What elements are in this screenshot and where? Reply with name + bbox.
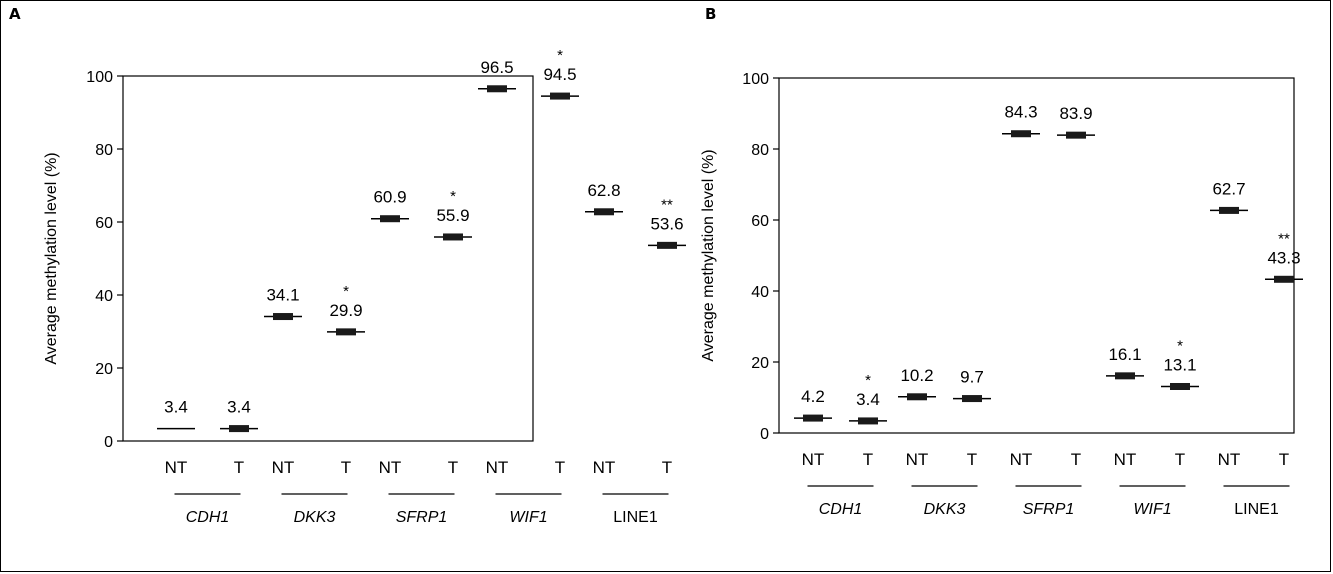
panel-a-sfrp1-t-category-label: T — [448, 458, 458, 477]
panel-b-dkk3-t-value-label: 9.7 — [960, 368, 984, 387]
panel-b-wif1-nt-category-label: NT — [1114, 450, 1137, 469]
panel-a-line1-gene-label: LINE1 — [613, 509, 658, 526]
panel-a-ytick-label-60: 60 — [95, 215, 113, 232]
panel-a-wif1-t-mark — [550, 92, 570, 100]
panel-a-line1-nt-value-label: 62.8 — [587, 181, 620, 200]
panel-b-ytick-label-60: 60 — [751, 213, 769, 230]
panel-b-cdh1-nt-value-label: 4.2 — [801, 387, 825, 406]
panel-a-sfrp1-nt-category-label: NT — [379, 458, 402, 477]
panel-a-cdh1-nt-value-label: 3.4 — [164, 398, 188, 417]
panel-b-dkk3-gene-label: DKK3 — [924, 501, 966, 518]
panel-a-letter: A — [9, 5, 21, 23]
panel-b-ytick-label-0: 0 — [760, 426, 769, 443]
panel-b-sfrp1-t-mark — [1066, 131, 1086, 139]
panel-a-cdh1-t-value-label: 3.4 — [227, 398, 251, 417]
panel-b-sfrp1-gene-label: SFRP1 — [1023, 501, 1075, 518]
panel-a-dkk3-t-significance: * — [343, 283, 349, 300]
panel-b-sfrp1-t-value-label: 83.9 — [1059, 104, 1092, 123]
panel-b-cdh1-t-category-label: T — [863, 450, 873, 469]
panel-a-dkk3-nt-category-label: NT — [272, 458, 295, 477]
panel-b-cdh1-gene-label: CDH1 — [819, 501, 863, 518]
panel-a-dkk3-nt-mark — [273, 313, 293, 321]
panel-a-sfrp1-t-significance: * — [450, 188, 456, 205]
panel-a-dkk3-t-category-label: T — [341, 458, 351, 477]
panel-a-cdh1-t-category-label: T — [234, 458, 244, 477]
panel-b-dkk3-t-mark — [962, 395, 982, 403]
panel-a-sfrp1-nt-value-label: 60.9 — [373, 188, 406, 207]
panel-a-y-axis-label: Average methylation level (%) — [43, 152, 60, 364]
panel-b-line1-t-value-label: 43.3 — [1267, 248, 1300, 267]
panel-a-cdh1-t-mark — [229, 425, 249, 433]
panel-a-sfrp1-gene-label: SFRP1 — [396, 509, 448, 526]
panel-b-wif1-t-value-label: 13.1 — [1163, 355, 1196, 374]
panel-b-sfrp1-nt-value-label: 84.3 — [1004, 103, 1037, 122]
panel-a-sfrp1-t-value-label: 55.9 — [436, 206, 469, 225]
panel-a-sfrp1-nt-mark — [380, 215, 400, 223]
panel-a-wif1-gene-label: WIF1 — [509, 509, 547, 526]
panel-b-line1-nt-mark — [1219, 206, 1239, 214]
panel-b-wif1-t-significance: * — [1177, 337, 1183, 354]
panel-a-dkk3-gene-label: DKK3 — [294, 509, 336, 526]
panel-b-wif1-nt-mark — [1115, 372, 1135, 380]
panel-b-dkk3-t-category-label: T — [967, 450, 977, 469]
panel-a-wif1-t-significance: * — [557, 47, 563, 64]
panel-b-line1-gene-label: LINE1 — [1234, 501, 1279, 518]
panel-b-line1-t-significance: ** — [1278, 230, 1290, 247]
panel-a-wif1-t-value-label: 94.5 — [543, 65, 576, 84]
panel-b-letter: B — [705, 5, 716, 23]
panel-b-sfrp1-nt-mark — [1011, 130, 1031, 138]
panel-a-dkk3-nt-value-label: 34.1 — [266, 286, 299, 305]
panel-b-ytick-label-100: 100 — [742, 71, 769, 88]
panel-b-cdh1-t-significance: * — [865, 372, 871, 389]
panel-b-y-axis-label: Average methylation level (%) — [700, 149, 717, 361]
panel-a-plot-frame — [122, 75, 534, 442]
panel-b-line1-t-category-label: T — [1279, 450, 1289, 469]
panel-a-ytick-label-80: 80 — [95, 142, 113, 159]
panel-b-wif1-t-category-label: T — [1175, 450, 1185, 469]
panel-a-cdh1-nt-category-label: NT — [165, 458, 188, 477]
panel-a-wif1-nt-category-label: NT — [486, 458, 509, 477]
panel-a-ytick-label-0: 0 — [104, 434, 113, 451]
panel-a-line1-t-mark — [657, 241, 677, 249]
panel-a-sfrp1-t-mark — [443, 233, 463, 241]
panel-a-line1-nt-category-label: NT — [593, 458, 616, 477]
panel-a-wif1-nt-value-label: 96.5 — [480, 58, 513, 77]
panel-a-line1-t-value-label: 53.6 — [650, 214, 683, 233]
panel-b-plot-frame — [778, 77, 1295, 434]
panel-b-cdh1-t-mark — [858, 417, 878, 425]
panel-a-line1-nt-mark — [594, 208, 614, 216]
panel-b-line1-nt-category-label: NT — [1218, 450, 1241, 469]
panel-b-line1-t-mark — [1274, 275, 1294, 283]
panel-a-dkk3-t-mark — [336, 328, 356, 336]
panel-b-sfrp1-t-category-label: T — [1071, 450, 1081, 469]
panel-a-line1-t-category-label: T — [662, 458, 672, 477]
panel-a-cdh1-gene-label: CDH1 — [186, 509, 230, 526]
panel-a-line1-t-significance: ** — [661, 196, 673, 213]
panel-b-line1-nt-value-label: 62.7 — [1212, 179, 1245, 198]
panel-b-cdh1-nt-category-label: NT — [802, 450, 825, 469]
panel-b-ytick-label-20: 20 — [751, 355, 769, 372]
panel-b-wif1-t-mark — [1170, 382, 1190, 390]
panel-b-dkk3-nt-value-label: 10.2 — [900, 366, 933, 385]
panel-b-ytick-label-40: 40 — [751, 284, 769, 301]
panel-b-dkk3-nt-mark — [907, 393, 927, 401]
panel-b-cdh1-t-value-label: 3.4 — [856, 390, 880, 409]
panel-b-wif1-nt-value-label: 16.1 — [1108, 345, 1141, 364]
panel-b-sfrp1-nt-category-label: NT — [1010, 450, 1033, 469]
panel-a-ytick-label-40: 40 — [95, 288, 113, 305]
panel-b-dkk3-nt-category-label: NT — [906, 450, 929, 469]
panel-a-ytick-label-20: 20 — [95, 361, 113, 378]
panel-a-wif1-nt-mark — [487, 85, 507, 93]
panel-a-dkk3-t-value-label: 29.9 — [329, 301, 362, 320]
panel-a-ytick-label-100: 100 — [86, 69, 113, 86]
panel-a-wif1-t-category-label: T — [555, 458, 565, 477]
panel-b-ytick-label-80: 80 — [751, 142, 769, 159]
panel-b-cdh1-nt-mark — [803, 414, 823, 422]
panel-b-wif1-gene-label: WIF1 — [1133, 501, 1171, 518]
